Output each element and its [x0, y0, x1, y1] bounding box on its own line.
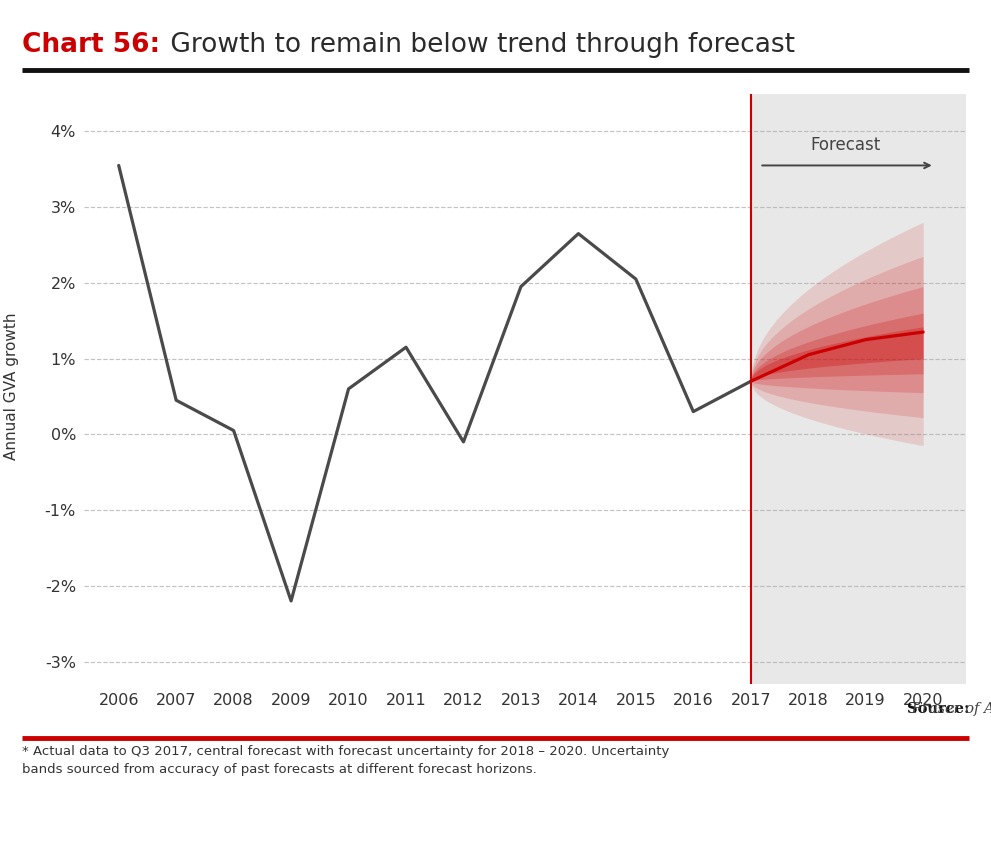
- Text: Fraser of Allander Institute: Fraser of Allander Institute: [907, 702, 991, 716]
- Text: Chart 56: Growth to remain below trend through forecast: Chart 56: Growth to remain below trend t…: [0, 849, 1, 850]
- Text: Source:: Source:: [907, 702, 969, 716]
- Text: Growth to remain below trend through forecast: Growth to remain below trend through for…: [162, 32, 795, 59]
- Text: * Actual data to Q3 2017, central forecast with forecast uncertainty for 2018 – : * Actual data to Q3 2017, central foreca…: [22, 745, 669, 775]
- Text: Chart 56:: Chart 56:: [22, 32, 160, 59]
- Text: Source:: Source:: [0, 849, 1, 850]
- Text: Forecast: Forecast: [811, 136, 881, 154]
- Text: Annual GVA growth: Annual GVA growth: [4, 313, 20, 461]
- Bar: [751, 94, 966, 684]
